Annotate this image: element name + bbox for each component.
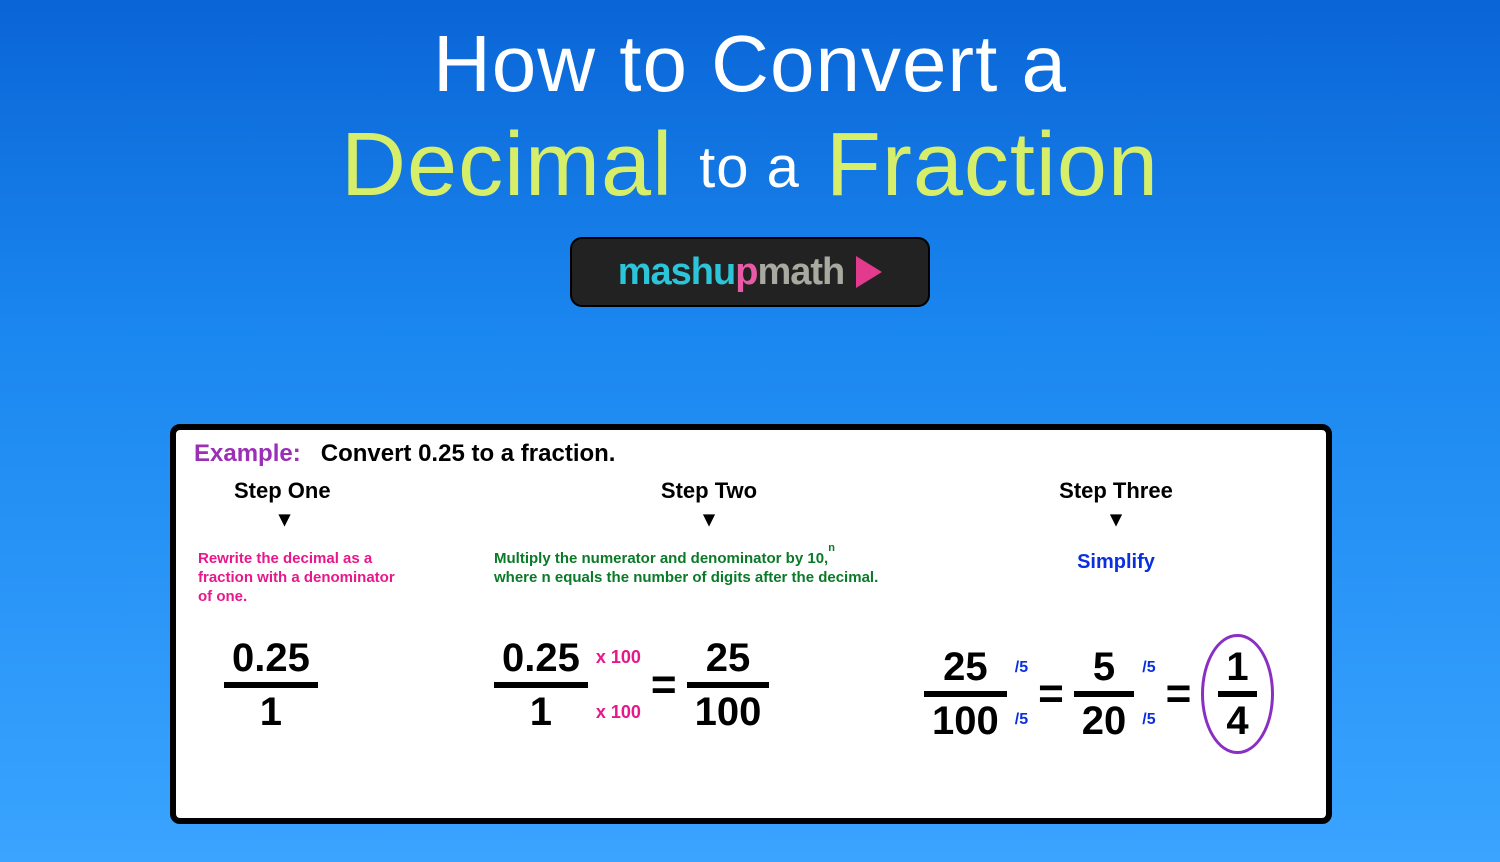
equals-sign: = bbox=[651, 660, 677, 710]
arrow-down-icon: ▾ bbox=[494, 506, 924, 532]
title-line-2: Decimal to a Fraction bbox=[0, 114, 1500, 217]
step-two-desc-pre: Multiply the numerator and denominator b… bbox=[494, 550, 828, 567]
step-one-column: Step One ▾ Rewrite the decimal as a frac… bbox=[194, 478, 494, 754]
divisor-bottom: /5 bbox=[1015, 711, 1028, 729]
step-two-math: 0.25 1 x 100 x 100 = 25 100 bbox=[494, 634, 924, 736]
step-one-desc: Rewrite the decimal as a fraction with a… bbox=[194, 550, 404, 620]
logo-part1: mashu bbox=[618, 251, 735, 293]
example-prompt: Convert 0.25 to a fraction. bbox=[321, 440, 616, 467]
divisor-stack: /5 /5 bbox=[1142, 659, 1155, 729]
example-header: Example: Convert 0.25 to a fraction. bbox=[194, 440, 1308, 468]
logo-text: mashupmath bbox=[618, 251, 845, 294]
divisor-stack: /5 /5 bbox=[1015, 659, 1028, 729]
fraction-numerator: 0.25 bbox=[494, 634, 588, 682]
title-text-1: How to Convert a bbox=[433, 19, 1067, 108]
step-two-desc: Multiply the numerator and denominator b… bbox=[494, 550, 924, 620]
fraction-numerator: 25 bbox=[935, 643, 996, 691]
fraction-denominator: 1 bbox=[522, 688, 560, 736]
title-decimal: Decimal bbox=[341, 115, 673, 215]
step-three-math: 25 100 /5 /5 = 5 20 bbox=[924, 634, 1308, 754]
step-three-f2: 5 20 bbox=[1074, 643, 1135, 745]
fraction-numerator: 1 bbox=[1218, 643, 1256, 691]
multiplier-top: x 100 bbox=[596, 647, 641, 668]
arrow-down-icon: ▾ bbox=[194, 506, 494, 532]
step-two-desc-post: where n equals the number of digits afte… bbox=[494, 569, 878, 586]
divisor-top: /5 bbox=[1015, 659, 1028, 677]
logo-badge: mashupmath bbox=[570, 237, 930, 307]
multiplier-stack: x 100 x 100 bbox=[596, 647, 641, 723]
fraction-denominator: 100 bbox=[924, 697, 1007, 745]
fraction-denominator: 1 bbox=[252, 688, 290, 736]
arrow-down-icon: ▾ bbox=[924, 506, 1308, 532]
step-one-math: 0.25 1 bbox=[194, 634, 494, 736]
example-panel: Example: Convert 0.25 to a fraction. Ste… bbox=[170, 424, 1332, 824]
step-three-title: Step Three bbox=[924, 478, 1308, 504]
title-fraction: Fraction bbox=[826, 115, 1159, 215]
step-three-f2-group: 5 20 /5 /5 bbox=[1074, 643, 1156, 745]
fraction-numerator: 0.25 bbox=[224, 634, 318, 682]
steps-row: Step One ▾ Rewrite the decimal as a frac… bbox=[194, 478, 1308, 754]
fraction-numerator: 25 bbox=[698, 634, 759, 682]
logo-part3: math bbox=[757, 251, 844, 293]
step-three-desc: Simplify bbox=[924, 550, 1308, 620]
play-icon bbox=[856, 256, 882, 288]
step-two-right-fraction: 25 100 bbox=[687, 634, 770, 736]
equals-sign: = bbox=[1038, 669, 1064, 719]
fraction-denominator: 4 bbox=[1218, 697, 1256, 745]
example-label: Example: bbox=[194, 440, 301, 467]
step-three-f1: 25 100 bbox=[924, 643, 1007, 745]
fraction-denominator: 20 bbox=[1074, 697, 1135, 745]
step-three-f1-group: 25 100 /5 /5 bbox=[924, 643, 1028, 745]
fraction-numerator: 5 bbox=[1085, 643, 1123, 691]
step-three-answer: 1 4 bbox=[1201, 634, 1273, 754]
step-two-left-group: 0.25 1 x 100 x 100 bbox=[494, 634, 641, 736]
step-one-fraction: 0.25 1 bbox=[224, 634, 318, 736]
divisor-top: /5 bbox=[1142, 659, 1155, 677]
equals-sign: = bbox=[1166, 669, 1192, 719]
multiplier-bottom: x 100 bbox=[596, 702, 641, 723]
step-three-column: Step Three ▾ Simplify 25 100 /5 /5 = bbox=[924, 478, 1308, 754]
step-one-title: Step One bbox=[194, 478, 494, 504]
fraction-denominator: 100 bbox=[687, 688, 770, 736]
step-two-left-fraction: 0.25 1 bbox=[494, 634, 588, 736]
step-two-column: Step Two ▾ Multiply the numerator and de… bbox=[494, 478, 924, 754]
step-two-title: Step Two bbox=[494, 478, 924, 504]
title-to-a: to a bbox=[699, 135, 800, 200]
title-line-1: How to Convert a bbox=[0, 18, 1500, 110]
logo-part2: p bbox=[735, 251, 757, 293]
step-two-sup-n: n bbox=[828, 542, 835, 556]
divisor-bottom: /5 bbox=[1142, 711, 1155, 729]
